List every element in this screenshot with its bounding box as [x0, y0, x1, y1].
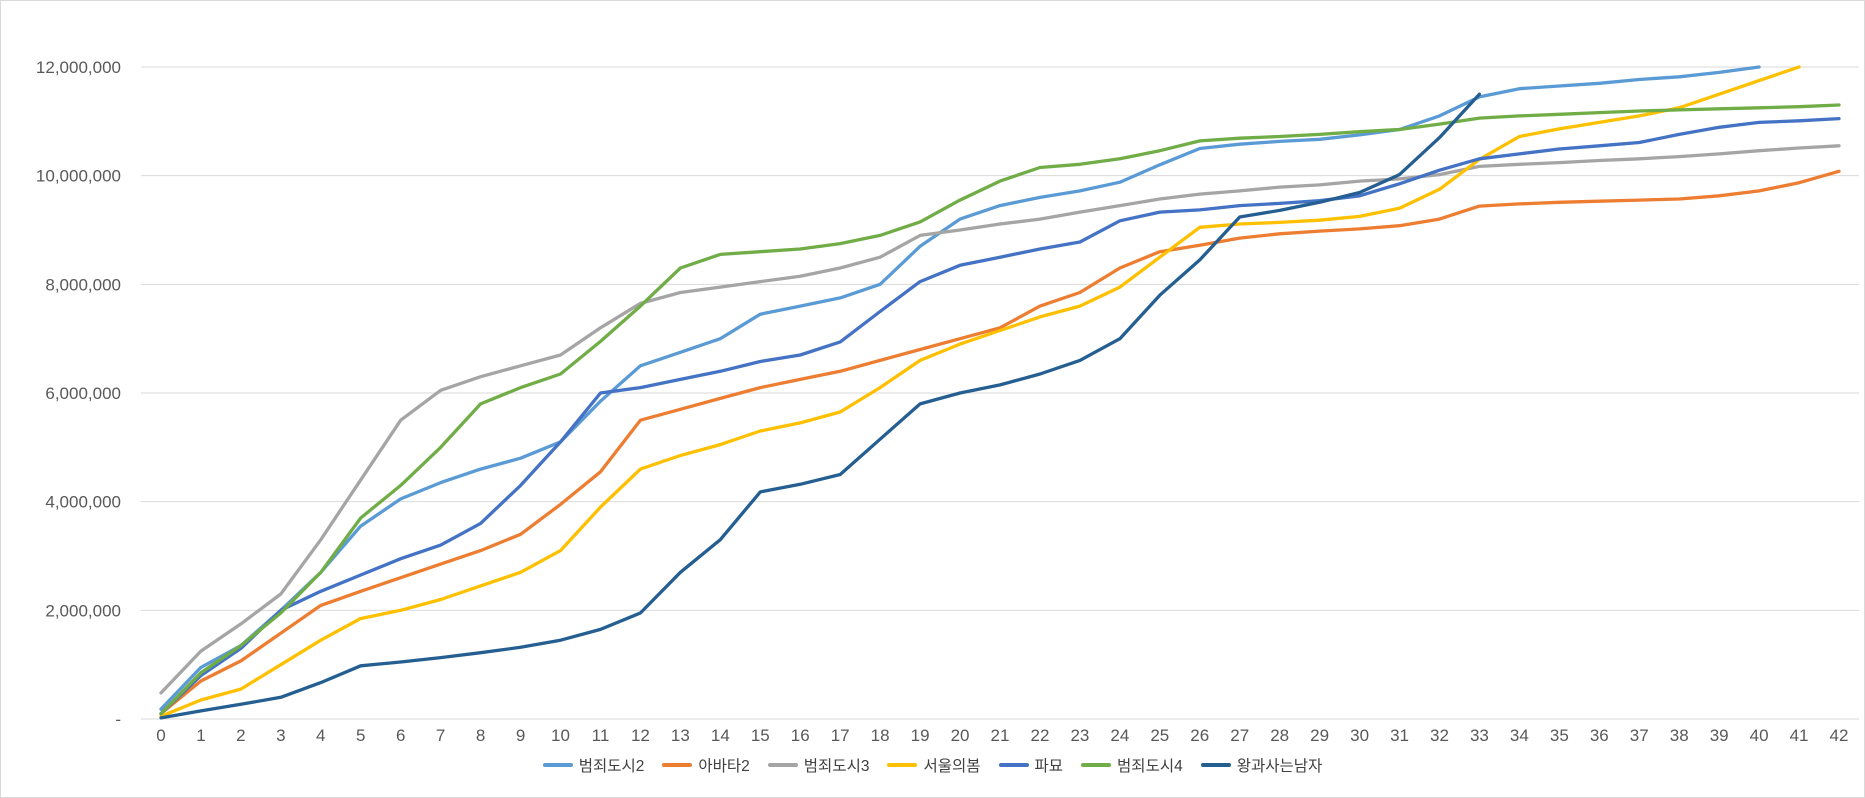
y-tick-label: 2,000,000 — [45, 601, 121, 620]
x-tick-label: 34 — [1510, 726, 1529, 745]
x-tick-label: 18 — [871, 726, 890, 745]
y-tick-label: 6,000,000 — [45, 384, 121, 403]
y-tick-label: 4,000,000 — [45, 493, 121, 512]
x-tick-label: 30 — [1350, 726, 1369, 745]
x-tick-label: 28 — [1270, 726, 1289, 745]
x-tick-label: 36 — [1590, 726, 1609, 745]
x-tick-label: 23 — [1070, 726, 1089, 745]
legend-item-서울의봄[interactable]: 서울의봄 — [887, 754, 981, 776]
legend-label: 범죄도시3 — [803, 758, 870, 775]
series-line-범죄도시4[interactable] — [159, 103, 1841, 716]
y-axis-tick-labels: - 2,000,000 4,000,000 6,000,000 8,000,000 10,… — [36, 58, 121, 729]
y-tick-label: - — [115, 710, 121, 729]
x-tick-label: 13 — [671, 726, 690, 745]
x-tick-label: 22 — [1030, 726, 1049, 745]
legend-item-범죄도시4[interactable]: 범죄도시4 — [1081, 754, 1183, 776]
x-tick-label: 16 — [791, 726, 810, 745]
legend-line-swatch — [887, 763, 918, 767]
legend-line-swatch — [767, 763, 798, 767]
x-tick-label: 10 — [551, 726, 570, 745]
x-tick-label: 38 — [1670, 726, 1689, 745]
legend-item-왕과사는남자[interactable]: 왕과사는남자 — [1200, 754, 1323, 776]
legend-line-swatch — [662, 763, 693, 767]
legend-label: 왕과사는남자 — [1236, 758, 1323, 775]
x-tick-label: 1 — [196, 726, 205, 745]
x-tick-label: 24 — [1110, 726, 1129, 745]
x-tick-label: 21 — [991, 726, 1010, 745]
x-tick-label: 15 — [751, 726, 770, 745]
x-tick-label: 42 — [1830, 726, 1849, 745]
series-line-범죄도시3[interactable] — [159, 144, 1841, 695]
x-tick-label: 32 — [1430, 726, 1449, 745]
legend-line-swatch — [1081, 763, 1112, 767]
x-tick-label: 19 — [911, 726, 930, 745]
legend-item-파묘[interactable]: 파묘 — [998, 754, 1064, 776]
x-tick-label: 7 — [436, 726, 445, 745]
x-tick-label: 17 — [831, 726, 850, 745]
series-line-파묘[interactable] — [159, 116, 1841, 716]
x-tick-label: 37 — [1630, 726, 1649, 745]
legend-label: 서울의봄 — [923, 758, 981, 775]
legend-item-아바타2[interactable]: 아바타2 — [662, 754, 750, 776]
x-tick-label: 25 — [1150, 726, 1169, 745]
x-tick-label: 0 — [156, 726, 165, 745]
legend-label: 범죄도시2 — [578, 758, 645, 775]
y-tick-label: 8,000,000 — [45, 275, 121, 294]
legend-line-swatch — [1200, 763, 1231, 767]
x-tick-label: 31 — [1390, 726, 1409, 745]
legend-item-범죄도시2[interactable]: 범죄도시2 — [542, 754, 645, 776]
x-tick-label: 4 — [316, 726, 325, 745]
y-tick-label: 10,000,000 — [36, 167, 121, 186]
x-tick-label: 33 — [1470, 726, 1489, 745]
legend-label: 파묘 — [1034, 758, 1064, 775]
x-axis-tick-labels: 0 1 2 3 4 5 6 7 8 9 10 11 12 13 14 15 16 17 18 19 20 21 22 23 24… — [156, 726, 1848, 745]
series-line-범죄도시2[interactable] — [159, 65, 1761, 711]
x-tick-label: 29 — [1310, 726, 1329, 745]
x-tick-label: 8 — [476, 726, 485, 745]
x-tick-label: 6 — [396, 726, 405, 745]
series-line-왕과사는남자[interactable] — [159, 92, 1482, 720]
series-lines — [159, 65, 1841, 720]
x-tick-label: 40 — [1750, 726, 1769, 745]
x-tick-label: 3 — [276, 726, 285, 745]
series-line-서울의봄[interactable] — [159, 65, 1801, 718]
x-tick-label: 11 — [592, 726, 610, 745]
legend-line-swatch — [542, 763, 573, 767]
x-tick-label: 35 — [1550, 726, 1569, 745]
x-tick-label: 41 — [1790, 726, 1809, 745]
chart-legend: 범죄도시2 아바타2 범죄도시3 서울의봄 파묘 범죄도시4 왕과사는남자 — [1, 754, 1864, 776]
x-tick-label: 9 — [516, 726, 525, 745]
x-tick-label: 2 — [236, 726, 245, 745]
legend-label: 아바타2 — [698, 758, 750, 775]
x-tick-label: 14 — [711, 726, 730, 745]
legend-line-swatch — [998, 763, 1029, 767]
series-line-아바타2[interactable] — [159, 169, 1841, 716]
y-tick-label: 12,000,000 — [36, 58, 121, 77]
legend-label: 범죄도시4 — [1117, 758, 1183, 775]
x-tick-label: 12 — [631, 726, 650, 745]
x-tick-label: 39 — [1710, 726, 1729, 745]
x-tick-label: 20 — [951, 726, 970, 745]
gridlines — [141, 66, 1859, 720]
x-tick-label: 5 — [356, 726, 365, 745]
x-tick-label: 26 — [1190, 726, 1209, 745]
x-tick-label: 27 — [1230, 726, 1249, 745]
legend-item-범죄도시3[interactable]: 범죄도시3 — [767, 754, 870, 776]
